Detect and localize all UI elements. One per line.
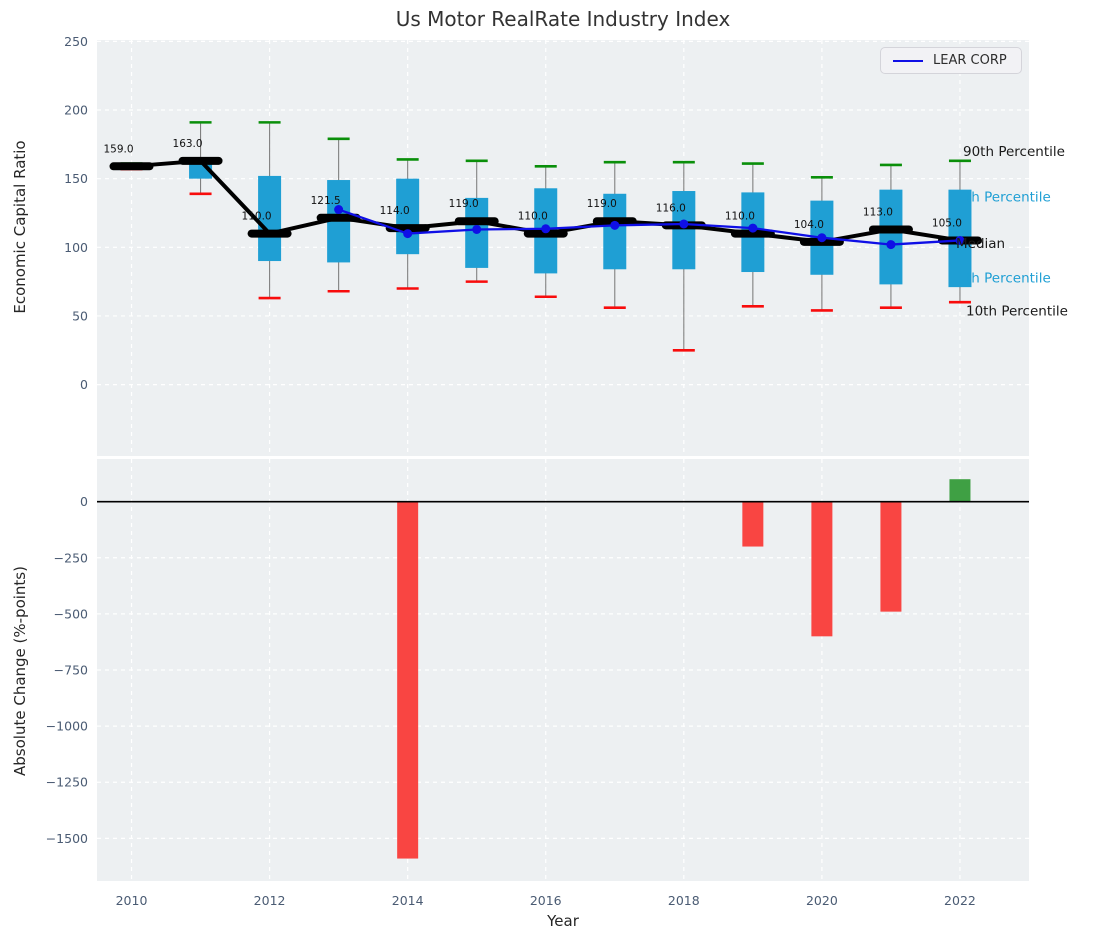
- y-tick-top: 150: [64, 171, 88, 186]
- median-annotation-2017: 119.0: [587, 198, 617, 210]
- y-tick-bottom: −1250: [46, 775, 88, 790]
- percentile-label: 10th Percentile: [966, 303, 1068, 319]
- x-tick: 2020: [806, 893, 838, 908]
- percentile-label: Median: [956, 236, 1005, 252]
- median-annotation-2019: 110.0: [725, 211, 755, 223]
- lear-corp-marker: [472, 224, 482, 234]
- lear-corp-marker: [403, 229, 413, 239]
- percentile-label: th Percentile: [966, 271, 1051, 287]
- iqr-box-2018: [672, 191, 696, 270]
- y-tick-bottom: 0: [80, 494, 88, 509]
- y-tick-top: 0: [80, 377, 88, 392]
- median-annotation-2010: 159.0: [103, 143, 133, 155]
- x-tick: 2016: [530, 893, 562, 908]
- median-annotation-2020: 104.0: [794, 219, 824, 231]
- iqr-box-2021: [879, 189, 903, 285]
- median-annotation-2013: 121.5: [311, 195, 341, 207]
- x-tick: 2010: [116, 893, 148, 908]
- lear-corp-marker: [748, 223, 758, 233]
- lear-corp-marker: [541, 224, 551, 234]
- lear-corp-marker: [334, 205, 344, 215]
- y-axis-label-top: Economic Capital Ratio: [11, 140, 29, 314]
- y-tick-top: 100: [64, 240, 88, 255]
- lear-corp-marker: [817, 233, 827, 243]
- legend-line-swatch: [893, 59, 923, 62]
- x-tick: 2018: [668, 893, 700, 908]
- iqr-box-2017: [603, 193, 627, 270]
- y-tick-bottom: −500: [54, 606, 88, 621]
- chart-title: Us Motor RealRate Industry Index: [395, 7, 731, 31]
- change-bar-2019: [742, 501, 764, 547]
- y-tick-top: 200: [64, 103, 88, 118]
- lear-corp-marker: [886, 240, 896, 250]
- x-tick: 2014: [392, 893, 424, 908]
- y-tick-top: 250: [64, 34, 88, 49]
- y-tick-bottom: −250: [54, 550, 88, 565]
- iqr-box-2012: [258, 175, 282, 262]
- y-axis-label-bottom: Absolute Change (%-points): [11, 566, 29, 776]
- lear-corp-marker: [955, 235, 965, 245]
- y-tick-top: 50: [72, 308, 88, 323]
- median-annotation-2022: 105.0: [932, 217, 962, 229]
- x-tick: 2022: [944, 893, 976, 908]
- median-annotation-2021: 113.0: [863, 206, 893, 218]
- y-tick-bottom: −1000: [46, 719, 88, 734]
- change-bar-2021: [880, 501, 902, 612]
- median-annotation-2018: 116.0: [656, 202, 686, 214]
- change-bar-2022: [949, 479, 971, 502]
- median-annotation-2014: 114.0: [380, 205, 410, 217]
- iqr-box-2014: [396, 178, 420, 255]
- change-bar-2014: [397, 501, 419, 859]
- top-plot-background: [97, 40, 1029, 456]
- median-annotation-2015: 119.0: [449, 198, 479, 210]
- y-tick-bottom: −1500: [46, 831, 88, 846]
- legend: LEAR CORP: [880, 47, 1022, 74]
- percentile-label: th Percentile: [966, 190, 1051, 206]
- y-tick-bottom: −750: [54, 663, 88, 678]
- change-bar-2020: [811, 501, 833, 637]
- x-axis-label: Year: [547, 912, 579, 930]
- median-annotation-2011: 163.0: [173, 138, 203, 150]
- lear-corp-marker: [679, 219, 689, 229]
- percentile-label: 90th Percentile: [963, 144, 1065, 160]
- lear-corp-line: [338, 208, 961, 246]
- median-annotation-2016: 110.0: [518, 211, 548, 223]
- x-tick: 2012: [254, 893, 286, 908]
- lear-corp-marker: [610, 220, 620, 230]
- median-annotation-2012: 110.0: [242, 211, 272, 223]
- legend-label: LEAR CORP: [933, 53, 1007, 68]
